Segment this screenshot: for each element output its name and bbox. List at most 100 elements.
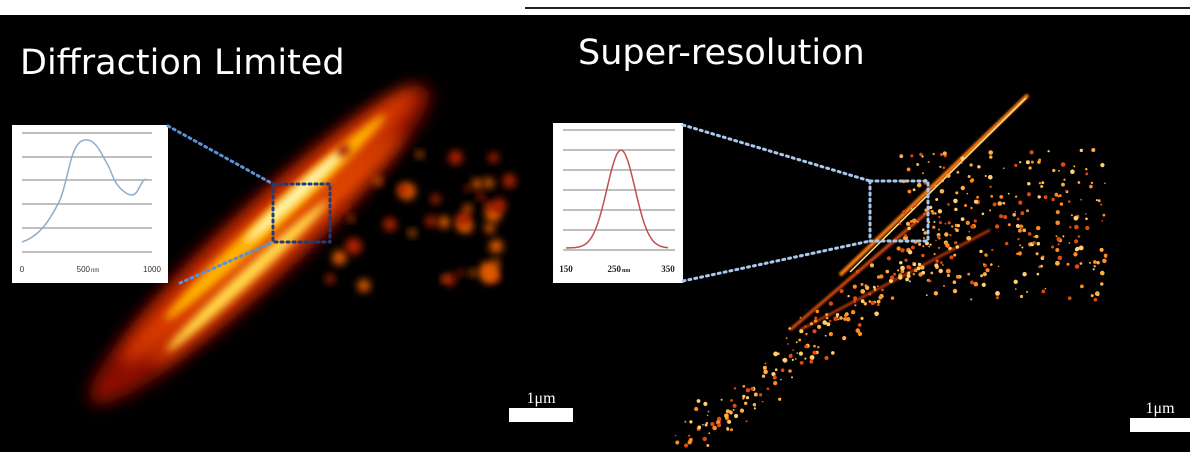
speckle: [488, 152, 498, 162]
speckle: [762, 375, 765, 378]
speckle: [1055, 261, 1060, 266]
speckle: [1008, 223, 1011, 226]
speckle: [824, 356, 828, 360]
speckle: [991, 249, 993, 251]
speckle: [954, 208, 957, 211]
speckle: [980, 274, 983, 277]
speckle: [1028, 232, 1032, 236]
speckle: [438, 216, 450, 228]
speckle: [688, 435, 690, 437]
speckle: [961, 162, 963, 164]
speckle: [941, 179, 944, 182]
speckle: [1035, 235, 1039, 239]
speckle: [999, 214, 1003, 218]
speckle: [993, 202, 997, 206]
speckle: [897, 246, 901, 250]
tick-label: 500: [77, 265, 91, 274]
speckle: [934, 263, 938, 267]
speckle: [983, 272, 987, 276]
speckle: [953, 280, 957, 284]
speckle: [923, 231, 926, 234]
speckle: [974, 200, 978, 204]
speckle: [702, 424, 704, 426]
speckle: [337, 144, 350, 157]
speckle: [946, 174, 950, 178]
speckle: [874, 312, 879, 317]
speckle: [762, 401, 764, 403]
speckle: [996, 296, 999, 299]
speckle: [1078, 181, 1081, 184]
speckle: [935, 185, 937, 187]
speckle: [909, 280, 911, 282]
speckle: [383, 218, 396, 231]
speckle: [1101, 220, 1103, 222]
speckle: [804, 345, 807, 348]
speckle: [799, 352, 803, 356]
speckle: [489, 240, 503, 254]
speckle: [800, 361, 804, 365]
scale-label: 1μm: [1145, 400, 1175, 417]
speckle: [878, 295, 882, 299]
speckle: [990, 263, 993, 266]
speckle: [983, 263, 985, 265]
speckle: [1074, 239, 1078, 243]
speckle: [999, 195, 1003, 199]
speckle: [956, 275, 960, 279]
speckle: [1069, 242, 1071, 244]
speckle: [712, 426, 717, 431]
speckle: [949, 247, 952, 250]
right-inset: 150 250 nm 350: [553, 123, 683, 283]
speckle: [970, 298, 972, 300]
speckle: [847, 295, 849, 297]
speckle: [936, 259, 939, 262]
speckle: [898, 275, 902, 279]
speckle: [877, 285, 879, 287]
speckle: [810, 322, 813, 325]
speckle: [804, 358, 806, 360]
speckle: [1052, 169, 1055, 172]
speckle: [831, 351, 835, 355]
speckle: [947, 203, 950, 206]
speckle: [1100, 271, 1105, 276]
speckle: [746, 388, 750, 392]
speckle: [961, 217, 965, 221]
speckle: [675, 441, 679, 445]
speckle: [953, 254, 956, 257]
speckle: [928, 246, 930, 248]
speckle: [939, 269, 943, 273]
speckle: [800, 317, 802, 319]
speckle: [914, 204, 917, 207]
speckle: [1027, 182, 1030, 185]
speckle: [814, 319, 817, 322]
speckle: [920, 265, 924, 269]
speckle: [1019, 244, 1021, 246]
speckle: [778, 398, 781, 401]
speckle: [1027, 192, 1031, 196]
speckle: [1038, 265, 1041, 268]
speckle: [809, 360, 813, 364]
speckle: [854, 304, 856, 306]
speckle: [968, 175, 971, 178]
speckle: [684, 443, 688, 447]
speckle: [1056, 235, 1058, 237]
speckle: [706, 422, 708, 424]
speckle: [995, 291, 1000, 296]
speckle: [906, 222, 910, 226]
speckle: [967, 236, 971, 240]
speckle: [485, 223, 495, 233]
speckle: [1059, 194, 1062, 197]
speckle: [425, 216, 436, 227]
speckle: [456, 211, 470, 225]
speckle: [1062, 235, 1064, 237]
speckle: [1041, 290, 1045, 294]
speckle: [763, 370, 768, 375]
speckle: [1020, 211, 1024, 215]
speckle: [1031, 161, 1034, 164]
speckle: [703, 402, 707, 406]
speckle: [988, 175, 993, 180]
speckle: [1085, 173, 1088, 176]
speckle: [1098, 199, 1101, 202]
speckle: [472, 179, 482, 189]
speckle: [953, 199, 958, 204]
panel-title: Super-resolution: [578, 33, 865, 73]
